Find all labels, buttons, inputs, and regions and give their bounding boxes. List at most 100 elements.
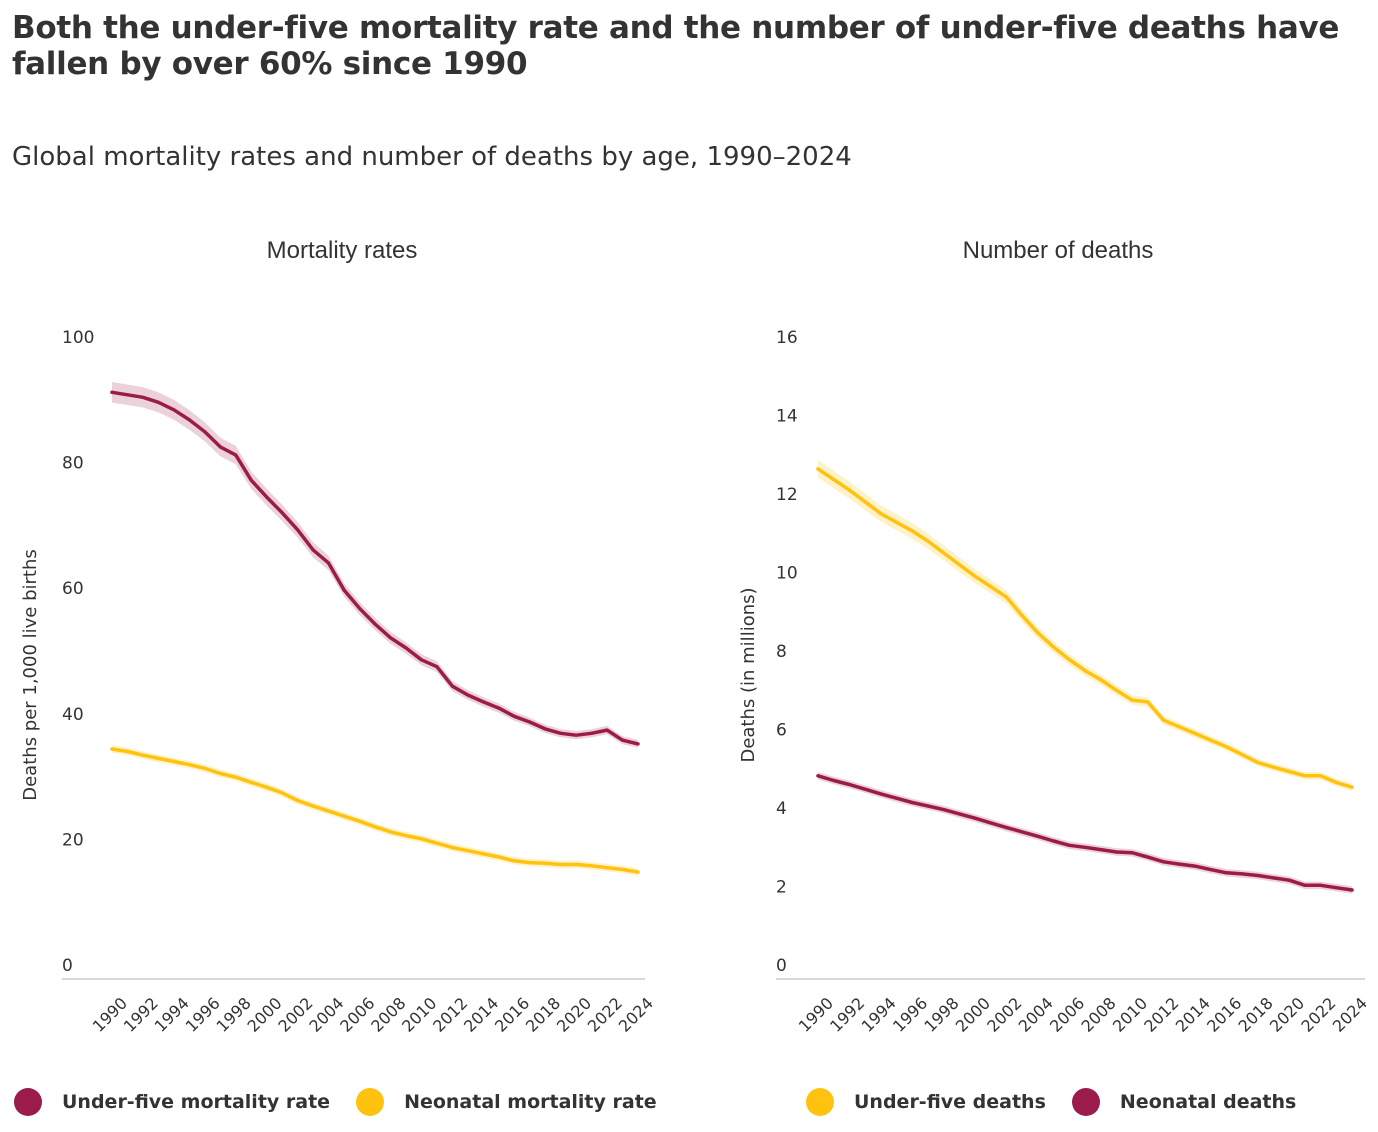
data-point <box>110 747 114 751</box>
data-point <box>879 512 883 516</box>
data-point <box>957 812 961 816</box>
data-point <box>620 867 625 872</box>
x-tick-label: 2014 <box>460 994 502 1036</box>
data-point <box>1083 669 1087 673</box>
data-point <box>1004 826 1009 830</box>
x-tick-label: 2024 <box>1329 994 1371 1036</box>
data-point <box>280 511 284 515</box>
x-tick-label: 1992 <box>120 994 162 1036</box>
data-point <box>481 700 485 704</box>
data-point <box>1051 839 1056 843</box>
x-tick-label: 1994 <box>858 994 900 1036</box>
data-point <box>218 771 222 776</box>
x-tick-label: 2020 <box>553 994 595 1036</box>
legend-item: Under-five deaths <box>806 1088 1046 1116</box>
data-point <box>265 495 269 499</box>
data-point <box>156 756 161 760</box>
y-tick-label: 100 <box>62 328 94 348</box>
legend-label: Neonatal mortality rate <box>404 1091 657 1113</box>
data-point <box>141 395 145 399</box>
x-tick-label: 2012 <box>429 994 471 1036</box>
x-tick-label: 2002 <box>274 994 316 1036</box>
data-point <box>141 753 145 757</box>
data-point <box>1318 883 1323 887</box>
legend-swatch-icon <box>356 1088 385 1116</box>
data-point <box>1193 731 1197 736</box>
data-point <box>1099 848 1103 852</box>
data-point <box>1350 888 1354 892</box>
data-point <box>450 845 454 850</box>
data-point <box>879 792 883 796</box>
y-tick-label: 80 <box>62 454 84 474</box>
data-point <box>894 796 899 800</box>
data-point <box>388 830 393 834</box>
data-point <box>1287 878 1291 882</box>
data-point <box>574 733 578 737</box>
x-tick-label: 1990 <box>795 994 837 1036</box>
data-point <box>1177 725 1181 729</box>
data-point <box>1146 700 1150 704</box>
data-point <box>816 774 820 778</box>
data-point <box>1209 868 1213 872</box>
data-point <box>187 763 191 767</box>
data-point <box>636 742 640 746</box>
data-point <box>863 787 867 791</box>
data-point <box>373 825 377 829</box>
data-point <box>373 622 377 626</box>
data-point <box>847 782 852 787</box>
data-point <box>326 561 331 565</box>
data-point <box>497 706 501 710</box>
data-point <box>942 551 946 555</box>
data-point <box>605 866 609 870</box>
legend-label: Neonatal deaths <box>1119 1091 1297 1113</box>
y-tick-label: 0 <box>62 956 73 976</box>
data-point <box>218 445 222 449</box>
data-point <box>1161 718 1166 722</box>
data-point <box>419 658 424 662</box>
x-tick-label: 1994 <box>151 994 193 1036</box>
x-tick-label: 2016 <box>1203 994 1245 1036</box>
data-point <box>1099 678 1103 682</box>
chart-panel-2: Number of deaths 0 2 4 6 8 10 12 14 16 Deaths (in … <box>738 237 1371 1036</box>
y-tick-label: 20 <box>62 830 84 850</box>
data-point <box>620 738 625 742</box>
data-point <box>957 563 961 567</box>
y-axis-title: Deaths (in millions) <box>738 587 759 762</box>
x-tick-label: 2000 <box>243 994 285 1036</box>
legend-left: Under-five mortality rate Neonatal morta… <box>14 1088 683 1116</box>
data-point <box>172 408 176 412</box>
data-point <box>466 849 470 853</box>
data-point <box>863 500 867 504</box>
data-point <box>1224 745 1228 749</box>
data-point <box>1146 855 1150 859</box>
series-line <box>816 774 1354 892</box>
data-point <box>574 862 578 867</box>
data-point <box>528 720 532 724</box>
data-point <box>125 749 130 754</box>
x-tick-label: 1998 <box>920 994 962 1036</box>
data-point <box>450 684 454 688</box>
data-point <box>1193 864 1197 868</box>
data-point <box>1271 876 1276 880</box>
y-tick-label: 10 <box>776 564 798 584</box>
data-point <box>973 574 977 579</box>
data-point <box>435 841 439 845</box>
data-point <box>926 539 930 543</box>
data-point <box>404 646 408 650</box>
y-tick-label: 12 <box>776 485 798 505</box>
data-point <box>605 728 609 732</box>
data-point <box>1303 883 1307 887</box>
legend-swatch-icon <box>1071 1088 1100 1116</box>
x-tick-label: 2024 <box>615 994 657 1036</box>
data-point <box>326 809 331 813</box>
data-point <box>1083 845 1087 849</box>
x-tick-label: 2006 <box>336 994 378 1036</box>
x-tick-label: 1990 <box>89 994 131 1036</box>
data-point <box>187 418 191 422</box>
data-point <box>636 870 640 874</box>
y-tick-label: 40 <box>62 705 84 725</box>
data-point <box>989 585 993 589</box>
panel-title: Mortality rates <box>267 237 418 264</box>
data-point <box>910 800 914 805</box>
legend-item: Neonatal deaths <box>1071 1088 1297 1116</box>
